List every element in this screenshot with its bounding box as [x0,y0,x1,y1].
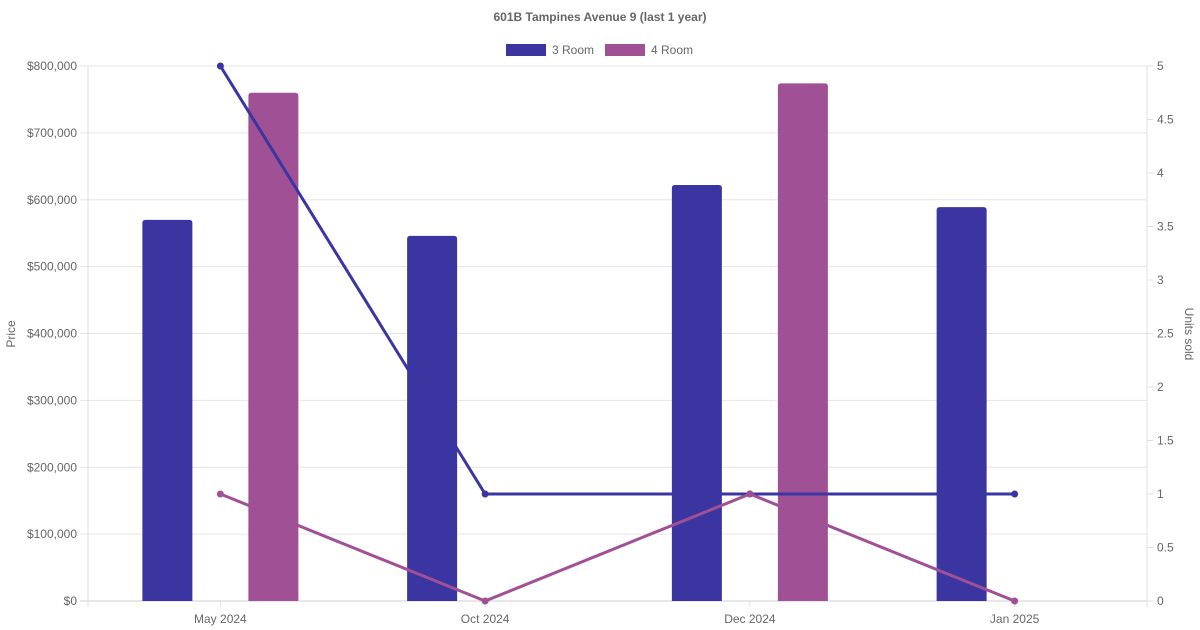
units-tick-label: 3.5 [1157,220,1174,234]
price-tick-label: $500,000 [27,260,77,274]
x-tick-label: Dec 2024 [724,612,776,626]
price-tick-label: $300,000 [27,393,77,407]
price-tick-label: $400,000 [27,327,77,341]
units-tick-label: 4.5 [1157,113,1174,127]
bar-4-room [777,83,828,601]
units-tick-label: 2.5 [1157,327,1174,341]
units-tick-label: 5 [1157,59,1164,73]
price-tick-label: $200,000 [27,460,77,474]
legend-label-3-room: 3 Room [552,43,594,57]
bar-3-room [671,185,722,601]
chart-title: 601B Tampines Avenue 9 (last 1 year) [494,10,707,24]
point-3-room [216,62,224,70]
units-tick-label: 4 [1157,166,1164,180]
price-tick-label: $100,000 [27,527,77,541]
legend-label-4-room: 4 Room [651,43,693,57]
price-tick-label: $0 [64,594,78,608]
bar-3-room [142,219,193,601]
point-4-room [216,490,224,498]
point-3-room [481,490,489,498]
x-tick-label: May 2024 [194,612,247,626]
point-4-room [746,490,754,498]
point-4-room [1011,597,1019,605]
bar-3-room [407,235,458,602]
units-axis: 0 0.5 1 1.5 2 2.5 3 3.5 4 4.5 5 [1147,59,1174,608]
line-3-room [219,65,1015,496]
line-series [216,62,1019,605]
price-tick-label: $600,000 [27,193,77,207]
price-axis: $0 $100,000 $200,000 $300,000 $400,000 $500,0… [27,59,77,608]
bar-series [142,83,987,602]
legend-swatch-3-room [506,44,546,56]
legend-swatch-4-room [605,44,645,56]
point-3-room [1011,490,1019,498]
units-tick-label: 3 [1157,273,1164,287]
units-tick-label: 1.5 [1157,434,1174,448]
x-axis: May 2024 Oct 2024 Dec 2024 Jan 2025 [194,601,1040,626]
legend: 3 Room 4 Room [506,43,693,57]
units-tick-label: 2 [1157,380,1164,394]
units-tick-label: 1 [1157,487,1164,501]
y-axis-right-label: Units sold [1182,308,1196,361]
gridlines [80,65,1148,607]
x-tick-label: Jan 2025 [990,612,1040,626]
bar-3-room [936,207,987,601]
legend-item-3-room[interactable]: 3 Room [506,43,594,57]
legend-item-4-room[interactable]: 4 Room [605,43,693,57]
units-tick-label: 0 [1157,594,1164,608]
price-tick-label: $800,000 [27,59,77,73]
price-tick-label: $700,000 [27,126,77,140]
point-4-room [481,597,489,605]
units-tick-label: 0.5 [1157,541,1174,555]
y-axis-left-label: Price [4,320,18,348]
x-tick-label: Oct 2024 [461,612,510,626]
line-4-room [219,492,1016,603]
bar-4-room [248,92,299,601]
